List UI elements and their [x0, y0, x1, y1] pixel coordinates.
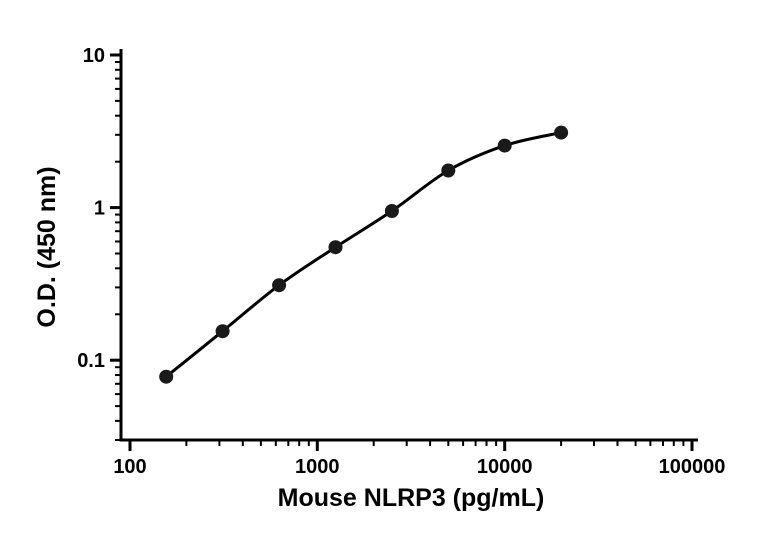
- x-axis-title: Mouse NLRP3 (pg/mL): [277, 484, 545, 512]
- data-point-marker: [441, 163, 456, 178]
- x-tick-label: 10000: [477, 456, 533, 478]
- data-point-marker: [554, 125, 569, 140]
- standard-curve-line: [164, 131, 563, 379]
- y-tick-label: 10: [83, 45, 105, 67]
- x-tick-label: 100000: [659, 456, 726, 478]
- data-point-marker: [159, 369, 174, 384]
- y-tick-label: 1: [94, 198, 105, 220]
- y-axis-title: O.D. (450 nm): [33, 166, 61, 328]
- x-tick-label: 1000: [295, 456, 340, 478]
- x-tick-label: 100: [113, 456, 146, 478]
- data-point-marker: [497, 138, 512, 153]
- data-point-marker: [215, 324, 230, 339]
- y-tick-label: 0.1: [77, 350, 105, 372]
- data-point-marker: [272, 278, 287, 293]
- data-point-marker: [384, 204, 399, 218]
- data-point-marker: [328, 240, 343, 255]
